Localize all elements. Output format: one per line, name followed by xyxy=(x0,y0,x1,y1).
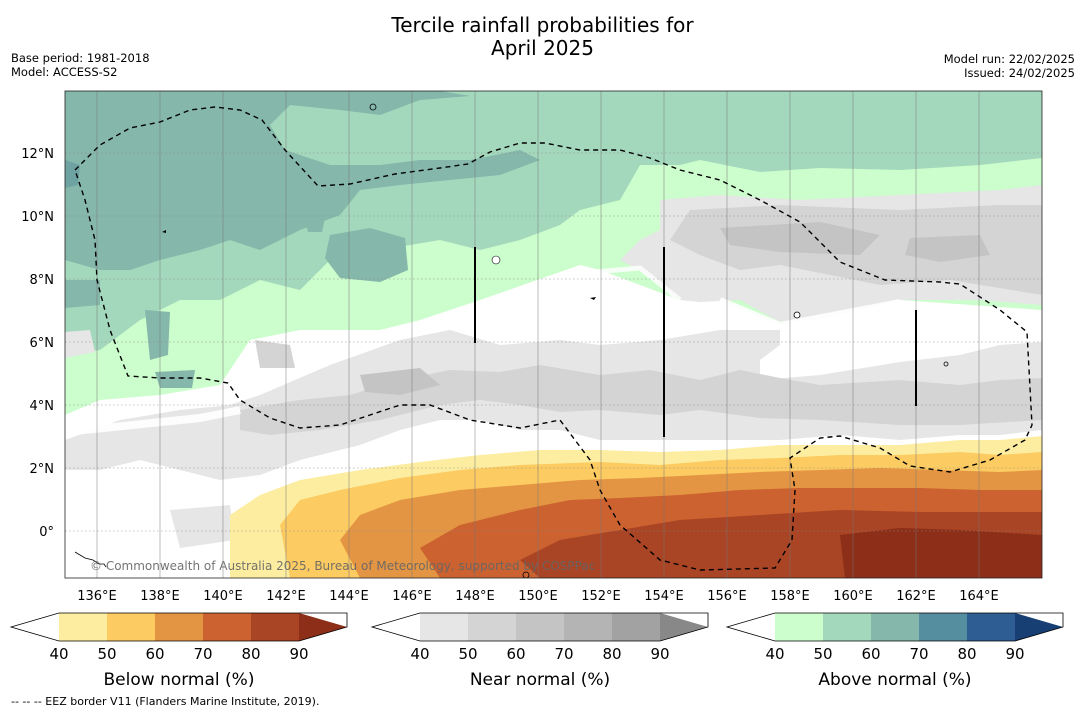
lat-tick: 4°N xyxy=(30,399,55,414)
probability-field: © Commonwealth of Australia 2025, Bureau… xyxy=(65,91,1042,578)
issued-date: Issued: 24/02/2025 xyxy=(964,66,1075,80)
lon-tick-labels: 136°E 138°E 140°E 142°E 144°E 146°E 148°… xyxy=(77,589,999,604)
colorbar-segment xyxy=(59,613,107,641)
colorbar-segment xyxy=(516,613,564,641)
colorbar-segment xyxy=(823,613,871,641)
lat-tick: 2°N xyxy=(30,462,55,477)
colorbar-tick: 70 xyxy=(554,645,573,663)
colorbar-tick: 90 xyxy=(650,645,669,663)
colorbar-below-normal: 40 50 60 70 80 90 Below normal (%) xyxy=(9,612,348,690)
lon-tick: 146°E xyxy=(392,589,432,604)
colorbar-segment xyxy=(612,613,660,641)
lon-tick: 138°E xyxy=(140,589,180,604)
colorbar-segment xyxy=(775,613,823,641)
colorbar-title: Near normal (%) xyxy=(470,670,610,690)
copyright-text: © Commonwealth of Australia 2025, Bureau… xyxy=(90,559,595,573)
eez-footnote: -- -- -- EEZ border V11 (Flanders Marine… xyxy=(11,695,320,708)
colorbar-segment xyxy=(107,613,155,641)
colorbar-segment xyxy=(203,613,251,641)
lat-tick: 0° xyxy=(39,525,54,540)
colorbar-segment xyxy=(564,613,612,641)
lon-tick: 156°E xyxy=(707,589,747,604)
eez-borders xyxy=(74,106,1033,571)
colorbar-extend-high xyxy=(660,613,708,641)
title-line-2: April 2025 xyxy=(491,36,594,60)
colorbar-extend-high xyxy=(1015,613,1063,641)
lat-tick: 10°N xyxy=(21,210,54,225)
colorbar-tick: 60 xyxy=(506,645,525,663)
colorbar-tick: 70 xyxy=(193,645,212,663)
colorbar-title: Above normal (%) xyxy=(818,670,971,690)
lon-tick: 164°E xyxy=(959,589,999,604)
lat-tick: 6°N xyxy=(30,336,55,351)
colorbar-segment xyxy=(251,613,299,641)
colorbar-segment xyxy=(967,613,1015,641)
colorbar-tick: 50 xyxy=(458,645,477,663)
lon-tick: 160°E xyxy=(833,589,873,604)
meta-left: Base period: 1981-2018 Model: ACCESS-S2 xyxy=(11,51,150,79)
colorbar-tick: 40 xyxy=(410,645,429,663)
colorbar-near-normal: 40 50 60 70 80 90 Near normal (%) xyxy=(370,612,709,690)
colorbar-extend-high xyxy=(299,613,347,641)
title-line-1: Tercile rainfall probabilities for xyxy=(391,13,694,37)
colorbar-tick: 40 xyxy=(49,645,68,663)
meta-right: Model run: 22/02/2025 Issued: 24/02/2025 xyxy=(944,52,1075,80)
base-period: Base period: 1981-2018 xyxy=(11,51,150,65)
gridlines xyxy=(65,152,1042,532)
lon-tick: 148°E xyxy=(455,589,495,604)
colorbar-tick: 70 xyxy=(909,645,928,663)
colorbar-tick: 50 xyxy=(813,645,832,663)
colorbar-segment xyxy=(420,613,468,641)
colorbar-segment xyxy=(919,613,967,641)
colorbar-segment xyxy=(871,613,919,641)
model-run: Model run: 22/02/2025 xyxy=(943,52,1075,66)
colorbar-tick: 90 xyxy=(289,645,308,663)
lat-tick: 12°N xyxy=(21,147,54,162)
lon-tick: 140°E xyxy=(203,589,243,604)
map-title: Tercile rainfall probabilities for April… xyxy=(0,14,1085,60)
colorbar-segment xyxy=(155,613,203,641)
colorbar-tick: 40 xyxy=(765,645,784,663)
colorbar-tick: 90 xyxy=(1005,645,1024,663)
colorbar-tick: 50 xyxy=(97,645,116,663)
colorbar-above-normal: 40 50 60 70 80 90 Above normal (%) xyxy=(725,612,1064,690)
lon-tick: 136°E xyxy=(77,589,117,604)
colorbar-tick: 80 xyxy=(957,645,976,663)
colorbar-extend-low xyxy=(372,613,420,641)
model-name: Model: ACCESS-S2 xyxy=(11,65,118,79)
lon-tick: 150°E xyxy=(518,589,558,604)
colorbar-tick: 80 xyxy=(241,645,260,663)
lon-tick: 142°E xyxy=(266,589,306,604)
colorbar-segment xyxy=(468,613,516,641)
lat-tick: 8°N xyxy=(30,273,55,288)
colorbar-tick: 60 xyxy=(861,645,880,663)
colorbar-tick: 80 xyxy=(602,645,621,663)
lon-tick: 144°E xyxy=(329,589,369,604)
colorbar-extend-low xyxy=(727,613,775,641)
lat-tick-labels: 12°N 10°N 8°N 6°N 4°N 2°N 0° xyxy=(21,147,54,540)
lon-tick: 152°E xyxy=(581,589,621,604)
lon-tick: 162°E xyxy=(896,589,936,604)
colorbar-extend-low xyxy=(11,613,59,641)
lon-tick: 158°E xyxy=(770,589,810,604)
lon-tick: 154°E xyxy=(644,589,684,604)
colorbar-title: Below normal (%) xyxy=(104,670,255,690)
colorbar-tick: 60 xyxy=(145,645,164,663)
